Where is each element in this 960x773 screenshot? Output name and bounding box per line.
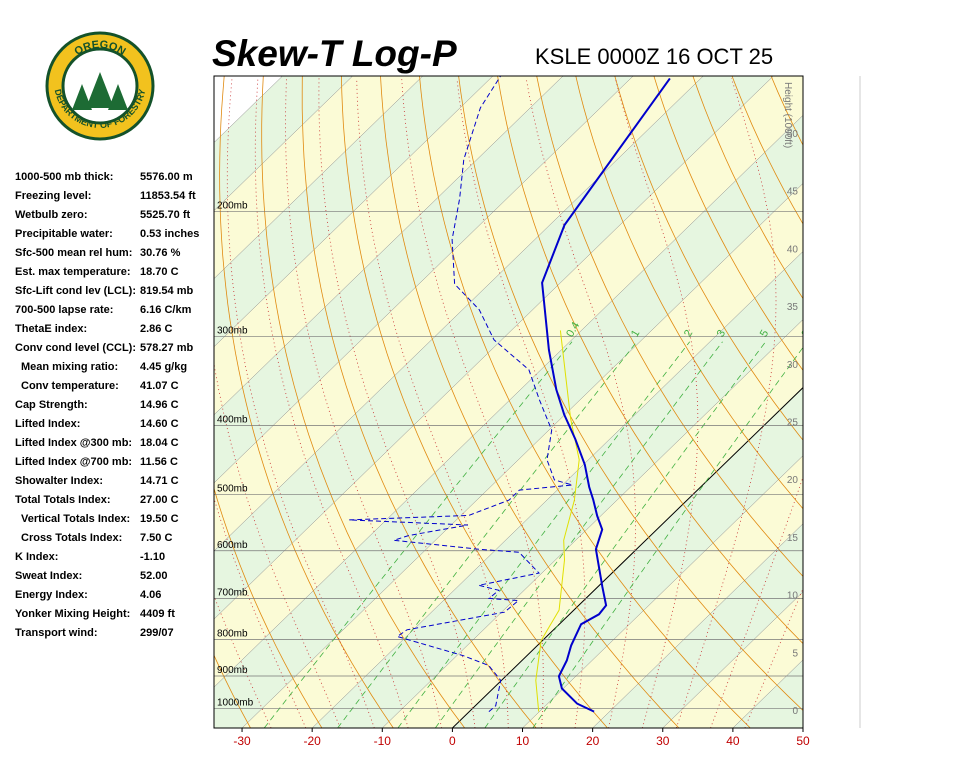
stat-label: Sfc-500 mean rel hum:: [15, 247, 132, 259]
stat-label: Lifted Index:: [15, 418, 80, 430]
stat-label: Conv cond level (CCL):: [15, 342, 136, 354]
stat-label: ThetaE index:: [15, 323, 87, 335]
stat-value: 299/07: [140, 627, 174, 639]
stat-label: Conv temperature:: [21, 380, 119, 392]
stat-label: Sfc-Lift cond lev (LCL):: [15, 285, 136, 297]
stat-label: Lifted Index @300 mb:: [15, 437, 132, 449]
height-tick-label: 10: [787, 591, 799, 602]
isotherm: [803, 76, 960, 728]
pressure-label: 800mb: [217, 629, 248, 640]
pressure-label: 900mb: [217, 665, 248, 676]
stat-value: 5576.00 m: [140, 171, 193, 183]
x-tick-label: 10: [516, 734, 530, 748]
x-tick-label: -30: [233, 734, 251, 748]
stat-value: 578.27 mb: [140, 342, 193, 354]
stat-label: Showalter Index:: [15, 475, 103, 487]
height-tick-label: 40: [787, 244, 799, 255]
title: Skew-T Log-P: [212, 33, 457, 74]
stat-value: 14.60 C: [140, 418, 179, 430]
height-tick-label: 5: [792, 648, 798, 659]
x-tick-label: -10: [374, 734, 392, 748]
height-tick-label: 20: [787, 475, 799, 486]
stat-label: Lifted Index @700 mb:: [15, 456, 132, 468]
stat-value: 41.07 C: [140, 380, 179, 392]
x-tick-label: 30: [656, 734, 670, 748]
stat-value: 19.50 C: [140, 513, 179, 525]
x-tick-label: 0: [449, 734, 456, 748]
pressure-label: 400mb: [217, 415, 248, 426]
stat-label: Freezing level:: [15, 190, 91, 202]
stat-value: 7.50 C: [140, 532, 172, 544]
x-tick-label: 40: [726, 734, 740, 748]
stat-label: Sweat Index:: [15, 570, 82, 582]
logo: OREGON DEPARTMENT OF FORESTRY: [47, 33, 153, 139]
stat-value: 11853.54 ft: [140, 190, 196, 202]
stat-value: 5525.70 ft: [140, 209, 190, 221]
pressure-label: 300mb: [217, 326, 248, 337]
stat-label: Est. max temperature:: [15, 266, 131, 278]
stat-value: 0.53 inches: [140, 228, 199, 240]
stat-label: Mean mixing ratio:: [21, 361, 118, 373]
height-tick-label: 30: [787, 360, 799, 371]
dry-adiabat: [927, 76, 960, 728]
stat-value: 4.45 g/kg: [140, 361, 187, 373]
stat-value: 27.00 C: [140, 494, 179, 506]
height-tick-label: 0: [792, 706, 798, 717]
stat-value: 11.56 C: [140, 456, 178, 468]
stat-label: Cap Strength:: [15, 399, 88, 411]
stat-label: Energy Index:: [15, 589, 88, 601]
x-tick-label: 20: [586, 734, 600, 748]
dry-adiabat: [888, 76, 960, 728]
stat-value: 14.96 C: [140, 399, 179, 411]
stat-value: 4.06: [140, 589, 161, 601]
height-tick-label: 35: [787, 302, 799, 313]
stat-label: Vertical Totals Index:: [21, 513, 130, 525]
stat-label: 700-500 lapse rate:: [15, 304, 113, 316]
pressure-label: 200mb: [217, 200, 248, 211]
stat-label: Transport wind:: [15, 627, 98, 639]
pressure-label: 1000mb: [217, 698, 254, 709]
stat-value: 18.04 C: [140, 437, 179, 449]
stat-value: -1.10: [140, 551, 165, 563]
stat-value: 6.16 C/km: [140, 304, 192, 316]
stat-value: 18.70 C: [140, 266, 179, 278]
stat-label: Precipitable water:: [15, 228, 113, 240]
height-label: Height (1000ft): [782, 82, 793, 148]
stat-label: 1000-500 mb thick:: [15, 171, 113, 183]
stat-label: Total Totals Index:: [15, 494, 111, 506]
stat-value: 52.00: [140, 570, 168, 582]
x-tick-label: 50: [796, 734, 810, 748]
height-tick-label: 45: [787, 187, 799, 198]
band: [803, 76, 960, 728]
stat-value: 30.76 %: [140, 247, 181, 259]
stat-value: 4409 ft: [140, 608, 175, 620]
pressure-label: 600mb: [217, 540, 248, 551]
height-tick-label: 15: [787, 533, 799, 544]
stat-value: 819.54 mb: [140, 285, 193, 297]
stat-value: 14.71 C: [140, 475, 179, 487]
stat-label: Cross Totals Index:: [21, 532, 122, 544]
dry-adiabat: [849, 76, 960, 728]
stat-label: Yonker Mixing Height:: [15, 608, 130, 620]
pressure-label: 700mb: [217, 587, 248, 598]
x-tick-label: -20: [303, 734, 321, 748]
dry-adiabat: [810, 76, 960, 728]
stat-value: 2.86 C: [140, 323, 172, 335]
stat-label: K Index:: [15, 551, 58, 563]
station: KSLE 0000Z 16 OCT 25: [535, 44, 773, 69]
pressure-label: 500mb: [217, 483, 248, 494]
height-tick-label: 25: [787, 418, 799, 429]
stat-label: Wetbulb zero:: [15, 209, 88, 221]
